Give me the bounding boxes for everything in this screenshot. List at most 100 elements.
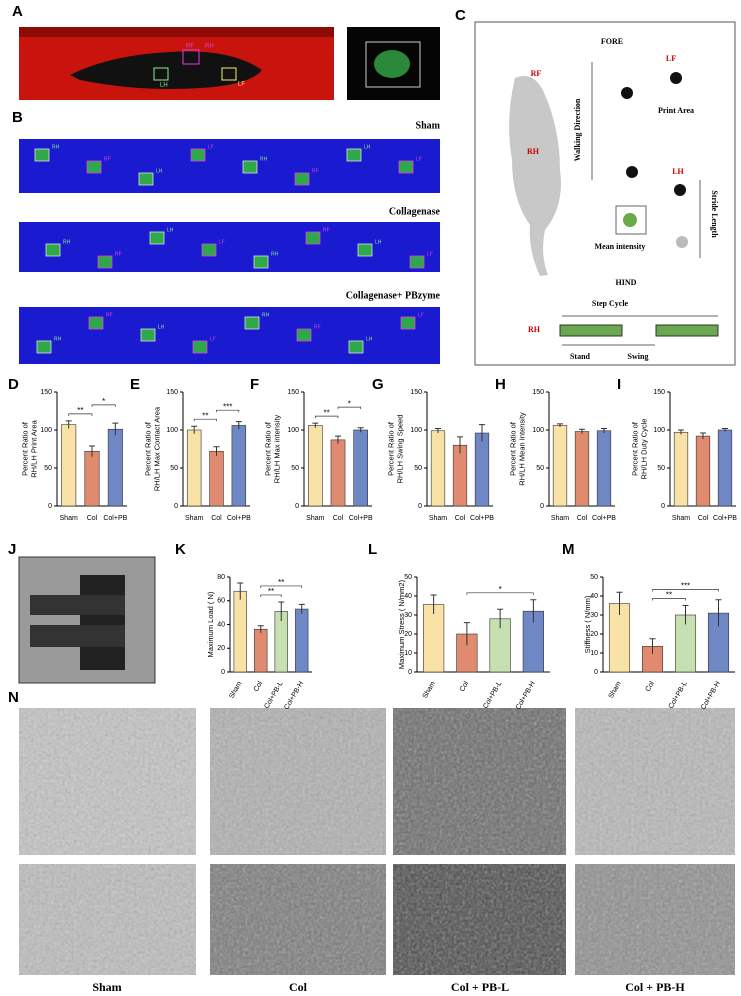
paw-box xyxy=(97,255,113,269)
y-tick-label: 100 xyxy=(40,427,52,434)
paw-box xyxy=(398,160,414,174)
y-axis-label: Percent Ratio of xyxy=(263,421,272,476)
paw-box xyxy=(221,67,237,81)
y-axis-label: RH/LH Duty Cycle xyxy=(639,419,648,480)
panel-letter: F xyxy=(250,376,259,393)
error-bar xyxy=(601,427,607,434)
bar xyxy=(330,439,346,507)
significance-label: ** xyxy=(268,587,274,596)
panel-letter: G xyxy=(372,376,384,393)
x-tick-label: Sham xyxy=(551,515,569,522)
paw-box xyxy=(140,328,156,342)
x-tick-label: Sham xyxy=(672,515,690,522)
group-title: Collagenase+ PBzyme xyxy=(346,290,441,301)
x-tick-label: Sham xyxy=(60,515,78,522)
error-bar xyxy=(579,428,585,434)
error-bar xyxy=(191,425,198,434)
group-title: Collagenase xyxy=(389,206,441,217)
paw-box xyxy=(305,231,321,245)
error-bar xyxy=(457,436,463,454)
y-tick-label: 150 xyxy=(653,389,665,396)
gait-strip xyxy=(19,222,440,272)
error-bar xyxy=(435,427,441,434)
x-tick-label: Col+PB xyxy=(470,515,494,522)
x-tick-label: Col+PB xyxy=(713,515,737,522)
gait-strip xyxy=(19,139,440,193)
gutter xyxy=(196,700,210,980)
significance-label: * xyxy=(102,397,105,406)
x-tick-label: Col+PB xyxy=(103,515,127,522)
paw-label: RF xyxy=(314,324,321,330)
group-label: Col + PB-H xyxy=(625,980,685,994)
paw-label: RH xyxy=(260,156,268,162)
stance-bar xyxy=(559,324,623,337)
x-tick-label: Col xyxy=(253,680,265,693)
x-tick-label: Col xyxy=(87,515,98,522)
y-axis-label: Stiffness ( N/mm) xyxy=(583,595,592,653)
image-band xyxy=(19,27,334,37)
y-axis-label: Percent Ratio of xyxy=(20,421,29,476)
significance-bracket xyxy=(466,592,534,595)
bar xyxy=(231,425,247,507)
x-tick-label: Sham xyxy=(228,680,243,699)
bar xyxy=(552,425,568,507)
gutter xyxy=(566,700,575,980)
texture xyxy=(19,708,735,855)
bar xyxy=(254,628,268,673)
y-tick-label: 0 xyxy=(221,669,225,676)
gutter xyxy=(15,855,740,864)
panel-letter: C xyxy=(455,7,466,24)
bar xyxy=(695,435,711,507)
y-tick-label: 0 xyxy=(295,503,299,510)
paw-box xyxy=(242,160,258,174)
error-bar xyxy=(430,594,437,615)
gait-strip xyxy=(19,307,440,364)
significance-bracket xyxy=(193,418,217,422)
significance-label: ** xyxy=(278,578,284,587)
x-tick-label: Col xyxy=(333,515,344,522)
group-label: Col + PB-L xyxy=(451,980,509,994)
diagram-frame xyxy=(474,21,736,366)
paw-box xyxy=(244,316,260,330)
y-tick-label: 150 xyxy=(40,389,52,396)
diagram-label: LF xyxy=(666,54,676,63)
significance-label: ** xyxy=(666,591,672,600)
y-tick-label: 100 xyxy=(410,427,422,434)
paw-print xyxy=(374,50,410,78)
y-axis-label: RH/LH Swing Speed xyxy=(395,415,404,484)
error-bar xyxy=(616,591,623,615)
paw-label: RH xyxy=(271,251,279,257)
x-tick-label: Sham xyxy=(422,680,437,699)
significance-bracket xyxy=(68,413,93,416)
panel-letter: E xyxy=(130,376,140,393)
significance-bracket xyxy=(337,406,362,410)
significance-label: ** xyxy=(202,411,208,420)
y-tick-label: 10 xyxy=(590,650,598,657)
paw-label: LF xyxy=(238,82,245,88)
diagram-label: Print Area xyxy=(658,106,694,115)
error-bar xyxy=(557,423,563,427)
paw-label: LF xyxy=(416,156,422,162)
y-axis-label: Maximum Stress ( N/mm2) xyxy=(397,579,406,669)
x-tick-label: Col xyxy=(211,515,222,522)
y-tick-label: 50 xyxy=(44,465,52,472)
y-tick-label: 0 xyxy=(540,503,544,510)
significance-label: * xyxy=(499,585,502,594)
error-bar xyxy=(335,435,341,444)
paw-print xyxy=(623,213,637,227)
paw-label: LH xyxy=(158,324,165,330)
paw-label: RH xyxy=(205,44,214,50)
y-axis-label: RH/LH Mean Intensity xyxy=(517,412,526,486)
y-tick-label: 50 xyxy=(657,465,665,472)
bar xyxy=(452,444,468,507)
y-axis-label: Percent Ratio of xyxy=(386,421,395,476)
diagram-label: Swing xyxy=(628,352,649,361)
group-label: Sham xyxy=(92,980,121,994)
error-bar xyxy=(682,605,689,625)
paw-print xyxy=(626,166,638,178)
paw-box xyxy=(294,172,310,186)
bar xyxy=(84,450,100,507)
paw-box xyxy=(253,255,269,269)
diagram-label: Stride Length xyxy=(710,190,719,238)
